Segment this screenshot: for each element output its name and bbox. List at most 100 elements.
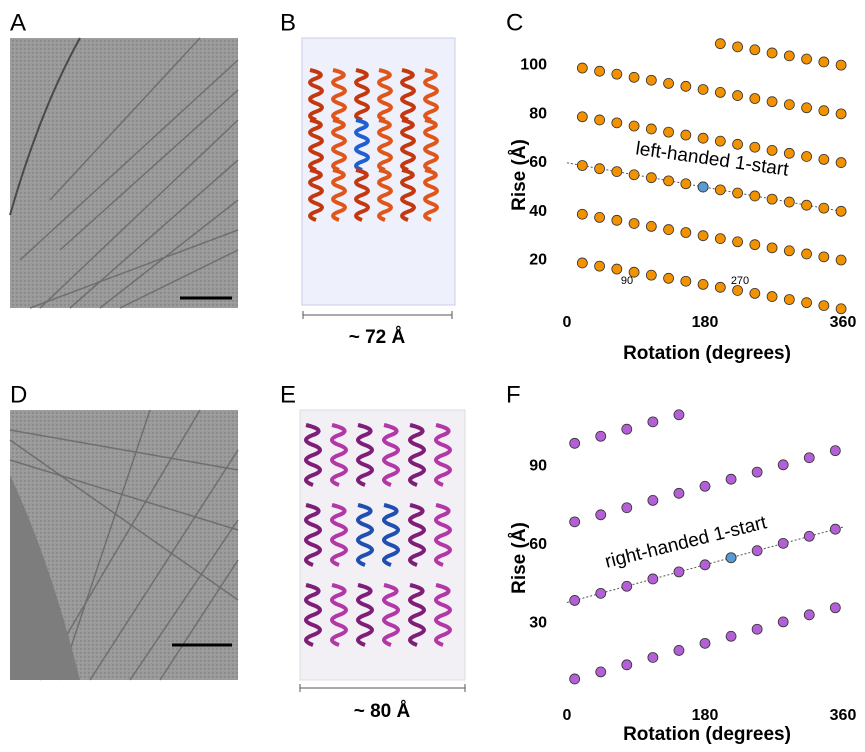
point [628,266,640,278]
point [647,494,659,506]
scale-label: ~ 72 Å [349,327,406,348]
helix [377,118,393,172]
point [569,673,581,685]
point [663,224,674,235]
point [628,218,640,229]
y-tick-label: 20 [529,251,547,268]
x-axis-label: Rotation (degrees) [623,343,791,364]
point [594,114,605,126]
filament [39,119,239,309]
helix [408,423,426,487]
point [569,437,581,449]
helix [354,68,370,122]
point [680,178,692,190]
filament [89,449,239,681]
helix [382,423,400,487]
point [749,93,761,104]
point [714,233,726,244]
point [714,135,726,147]
point [732,41,743,53]
point [749,190,761,202]
point [611,214,623,226]
helix [400,118,416,172]
point [751,545,763,557]
point [673,409,685,421]
point [829,602,841,614]
point [594,65,605,77]
helix [308,168,324,222]
helix [356,503,374,567]
helix [330,503,348,567]
density-map [299,409,466,681]
point [818,56,830,68]
x-tick-label: 360 [830,707,857,724]
helix [408,583,426,647]
helix [330,583,348,647]
helix [356,423,374,487]
panel-label: F [506,381,521,408]
point [594,163,605,175]
point [576,111,588,123]
point [576,62,588,74]
point [801,151,812,162]
point [725,630,737,642]
point [749,239,761,251]
point [576,257,588,269]
point [766,96,778,108]
point [663,175,674,187]
point [829,445,841,457]
point [663,77,674,89]
point [766,291,778,302]
carbon-edge [10,475,80,680]
point [611,166,623,177]
point [611,117,623,129]
point [818,105,830,117]
point [777,459,789,471]
point [835,108,847,120]
x-tick-label: 0 [563,314,572,331]
point [766,144,778,156]
point [645,221,657,232]
point [621,423,633,435]
point [595,430,607,442]
point [835,59,847,71]
point [673,645,685,656]
y-tick-label: 40 [529,203,547,220]
micrograph [10,38,238,308]
point [647,652,659,663]
annotation: right-handed 1-start [603,512,770,573]
point [835,157,847,168]
helix [354,118,370,172]
point [801,297,812,309]
point [714,281,726,293]
point [645,172,657,184]
point [595,587,607,599]
scale-label: ~ 80 Å [354,701,411,722]
point [621,580,633,592]
point [725,473,737,485]
helix [304,423,322,487]
point [801,199,812,211]
panel-label: E [280,381,296,408]
helix [434,423,452,487]
point [749,141,761,153]
point [663,126,674,138]
point [645,269,657,281]
point [595,509,607,521]
point [699,480,711,492]
filament [129,519,239,681]
point [714,184,726,196]
point [732,138,743,150]
y-axis-label: Rise (Å) [509,522,530,594]
point [569,516,581,528]
point [777,616,789,628]
point [621,659,633,671]
point [663,272,674,284]
point [697,181,709,193]
helix [304,583,322,647]
point [749,44,761,56]
y-tick-label: 60 [529,154,547,171]
helix [423,168,439,222]
helix [400,68,416,122]
